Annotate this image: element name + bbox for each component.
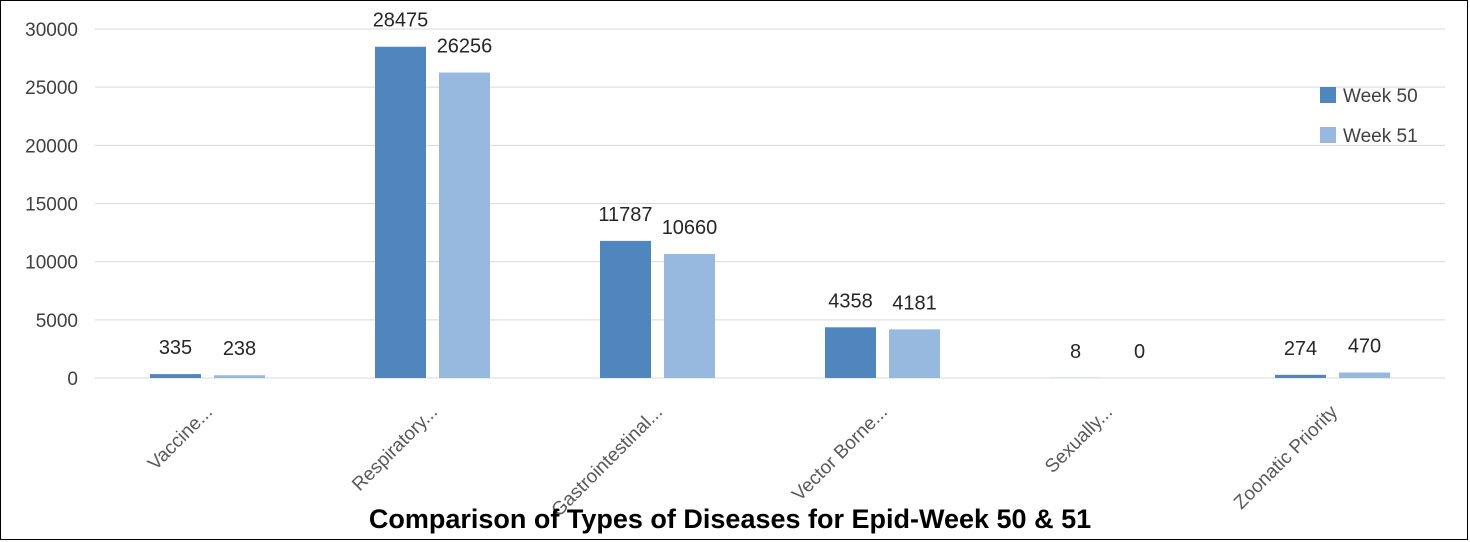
legend: Week 50 Week 51 (1320, 86, 1418, 147)
bar (439, 72, 490, 378)
x-tick-label: Sexually... (1041, 402, 1117, 478)
y-axis-ticks: 0 5000 10000 15000 20000 25000 30000 (25, 20, 78, 390)
bar (1275, 374, 1326, 378)
x-tick-label: Respiratory... (348, 402, 442, 496)
bar (150, 374, 201, 378)
bar (664, 253, 715, 378)
data-label: 470 (1348, 336, 1381, 358)
data-label: 335 (159, 337, 192, 359)
data-label: 274 (1284, 338, 1317, 360)
y-tick-label: 20000 (25, 136, 78, 157)
data-label: 238 (223, 338, 256, 360)
gridlines (95, 28, 1445, 379)
data-label: 8 (1070, 341, 1081, 363)
bar (889, 329, 940, 378)
bar (825, 327, 876, 378)
bar (214, 375, 265, 378)
chart-title: Comparison of Types of Diseases for Epid… (369, 504, 1091, 534)
data-label: 11787 (598, 204, 652, 226)
legend-label: Week 51 (1343, 126, 1418, 147)
y-tick-label: 15000 (25, 195, 78, 216)
data-label: 10660 (662, 217, 718, 239)
legend-swatch (1320, 87, 1336, 103)
bar (1339, 372, 1390, 378)
legend-swatch (1320, 127, 1336, 143)
bars (150, 46, 1390, 378)
data-label: 26256 (437, 36, 493, 58)
data-label: 0 (1134, 341, 1145, 363)
bar (375, 46, 426, 378)
y-tick-label: 30000 (25, 20, 78, 41)
y-tick-label: 25000 (25, 78, 78, 99)
data-label: 4358 (828, 290, 873, 312)
data-labels: 335 238 28475 26256 11787 10660 4358 4181 8 0 274 4… (159, 10, 1381, 363)
x-tick-label: Zoonatic Priority (1230, 401, 1342, 513)
y-tick-label: 5000 (36, 311, 78, 332)
data-label: 4181 (892, 292, 937, 314)
y-tick-label: 10000 (25, 253, 78, 274)
y-tick-label: 0 (67, 369, 78, 390)
bar (600, 240, 651, 378)
legend-label: Week 50 (1343, 86, 1418, 107)
data-label: 28475 (373, 10, 429, 32)
x-tick-label: Vaccine... (144, 402, 217, 475)
x-tick-label: Vector Borne... (788, 402, 892, 506)
